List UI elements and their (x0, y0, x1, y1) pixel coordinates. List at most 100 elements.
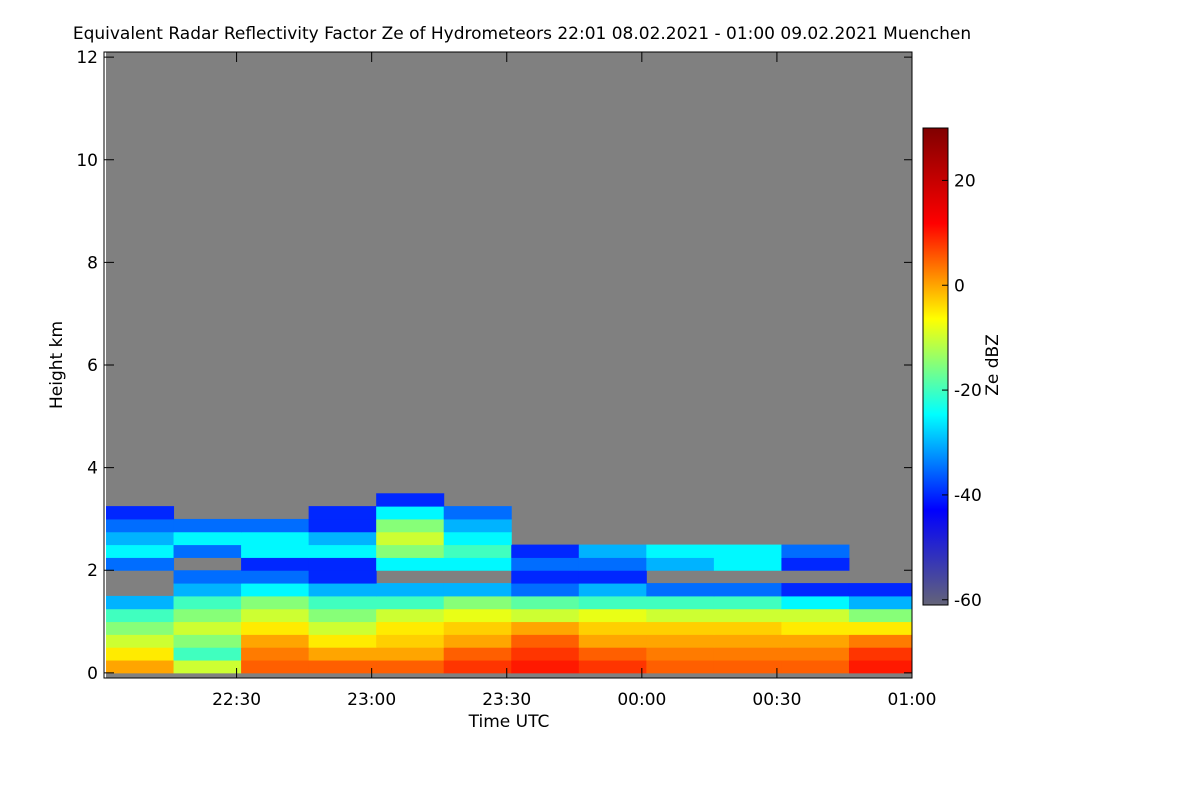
heatmap-cell (376, 621, 445, 635)
colorbar-tick-label: -40 (954, 486, 982, 506)
heatmap-cell (241, 531, 310, 546)
heatmap-cell (511, 608, 580, 623)
heatmap-cell (443, 506, 512, 520)
heatmap-cell (781, 557, 850, 571)
heatmap-cell (443, 621, 512, 635)
heatmap-cell (511, 595, 580, 610)
heatmap-cell (443, 634, 512, 648)
heatmap-cell (713, 583, 782, 597)
heatmap-cell (173, 634, 242, 648)
colorbar-tick-label: 0 (954, 276, 965, 296)
heatmap-cell (781, 634, 850, 648)
heatmap-cell (106, 647, 175, 661)
heatmap-cell (106, 621, 175, 635)
heatmap-cell (578, 608, 647, 623)
heatmap-cell (241, 647, 310, 661)
heatmap-cell (173, 518, 242, 533)
heatmap-cell (848, 621, 913, 635)
heatmap-cell (511, 570, 580, 584)
heatmap-cell (443, 557, 512, 571)
heatmap-cell (578, 634, 647, 648)
heatmap-cell (308, 570, 377, 584)
heatmap-cell (106, 595, 175, 610)
heatmap-cell (511, 544, 580, 558)
heatmap-cell (578, 557, 647, 571)
heatmap-cell (511, 647, 580, 661)
heatmap-cell (106, 557, 175, 571)
colorbar (922, 127, 949, 606)
heatmap-cell (241, 583, 310, 597)
heatmap-cell (376, 493, 445, 507)
heatmap-cell (781, 647, 850, 661)
heatmap-cell (511, 660, 580, 674)
heatmap-cell (848, 634, 913, 648)
heatmap-cell (308, 583, 377, 597)
heatmap-cell (848, 595, 913, 610)
heatmap-cell (713, 595, 782, 610)
heatmap-cell (646, 647, 715, 661)
heatmap-cell (443, 544, 512, 558)
heatmap-cell (376, 608, 445, 623)
heatmap-cell (241, 595, 310, 610)
heatmap-cell (376, 634, 445, 648)
heatmap-cell (308, 544, 377, 558)
heatmap-cell (646, 595, 715, 610)
y-tick-label: 0 (87, 664, 98, 684)
heatmap-cell (241, 570, 310, 584)
heatmap-cell (781, 608, 850, 623)
heatmap-cell (713, 621, 782, 635)
heatmap-cell (173, 621, 242, 635)
heatmap-cell (241, 608, 310, 623)
x-tick-label: 23:00 (347, 690, 396, 710)
heatmap-cell (781, 621, 850, 635)
heatmap-cell (173, 660, 242, 674)
x-tick-label: 22:30 (212, 690, 261, 710)
colorbar-tick-label: -20 (954, 381, 982, 401)
heatmap-cell (308, 531, 377, 546)
heatmap-cell (713, 647, 782, 661)
heatmap-cell (848, 660, 913, 674)
y-tick-label: 12 (76, 48, 98, 68)
heatmap-cell (713, 660, 782, 674)
heatmap-cell (241, 544, 310, 558)
heatmap-cell (173, 608, 242, 623)
heatmap-cell (443, 518, 512, 533)
heatmap-cell (443, 608, 512, 623)
heatmap-cell (106, 544, 175, 558)
heatmap-cell (781, 544, 850, 558)
heatmap-cell (511, 621, 580, 635)
heatmap-cell (376, 647, 445, 661)
x-tick-label: 23:30 (482, 690, 531, 710)
heatmap-cell (376, 583, 445, 597)
heatmap-cell (713, 608, 782, 623)
heatmap-cell (173, 583, 242, 597)
heatmap-cell (646, 544, 715, 558)
heatmap-cell (106, 660, 175, 674)
heatmap-cell (443, 595, 512, 610)
y-axis-label: Height km (47, 321, 67, 409)
heatmap-cell (241, 660, 310, 674)
colorbar-tick-label: -60 (954, 591, 982, 611)
heatmap-cell (308, 634, 377, 648)
heatmap-cell (578, 544, 647, 558)
heatmap-cell (646, 557, 715, 571)
heatmap-cell (308, 557, 377, 571)
heatmap-cell (106, 608, 175, 623)
heatmap-cell (646, 621, 715, 635)
heatmap-cell (376, 518, 445, 533)
y-tick-label: 2 (87, 561, 98, 581)
heatmap-cell (106, 506, 175, 520)
heatmap-cell (781, 660, 850, 674)
heatmap-cell (646, 608, 715, 623)
heatmap-cell (173, 647, 242, 661)
heatmap-cell (308, 595, 377, 610)
heatmap-cell (376, 660, 445, 674)
heatmap-cell (106, 634, 175, 648)
colorbar-tick-label: 20 (954, 171, 976, 191)
heatmap-cell (376, 557, 445, 571)
heatmap-cell (511, 634, 580, 648)
heatmap-cell (308, 621, 377, 635)
x-tick-label: 01:00 (888, 690, 937, 710)
x-axis-label: Time UTC (468, 712, 550, 732)
